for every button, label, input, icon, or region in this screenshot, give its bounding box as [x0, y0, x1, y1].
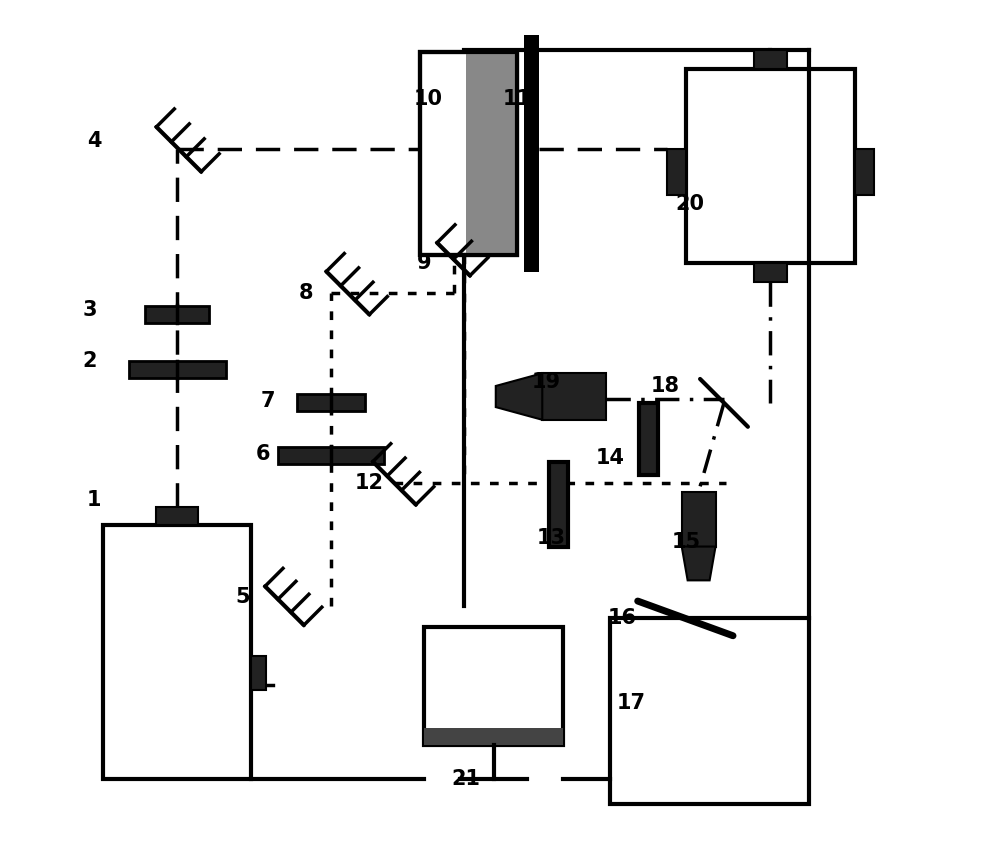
Bar — [524, 36, 539, 272]
Text: 8: 8 — [298, 283, 313, 303]
Bar — [639, 403, 658, 475]
Text: 18: 18 — [650, 376, 679, 396]
Text: 14: 14 — [595, 448, 624, 468]
Text: 16: 16 — [608, 608, 637, 628]
Text: 21: 21 — [452, 769, 481, 789]
Text: 10: 10 — [414, 88, 443, 109]
Text: 11: 11 — [502, 88, 531, 109]
Bar — [420, 52, 517, 255]
Bar — [145, 305, 209, 322]
Bar — [686, 69, 855, 264]
Bar — [754, 264, 787, 282]
Text: 4: 4 — [87, 131, 102, 151]
Text: 15: 15 — [671, 533, 701, 552]
Bar — [278, 447, 384, 464]
Bar — [549, 462, 568, 547]
Bar — [420, 52, 517, 255]
Bar — [682, 492, 716, 547]
Polygon shape — [496, 373, 542, 420]
Bar — [424, 728, 563, 745]
Text: 2: 2 — [83, 350, 97, 371]
Bar — [424, 627, 563, 745]
Text: 1: 1 — [87, 490, 102, 510]
Text: 3: 3 — [83, 300, 97, 320]
Text: 20: 20 — [676, 194, 705, 215]
Bar — [542, 373, 606, 420]
Text: 17: 17 — [617, 693, 646, 713]
Text: 5: 5 — [235, 588, 250, 607]
Text: 6: 6 — [256, 444, 271, 464]
Bar — [667, 149, 686, 195]
Text: 13: 13 — [536, 528, 565, 548]
Text: 7: 7 — [260, 391, 275, 411]
Bar — [156, 507, 198, 526]
Bar — [754, 50, 787, 69]
Bar — [466, 52, 517, 255]
Bar — [610, 618, 809, 805]
Bar — [297, 394, 365, 411]
Text: 9: 9 — [417, 254, 431, 273]
Polygon shape — [682, 547, 716, 580]
Text: 19: 19 — [532, 371, 561, 392]
Bar — [129, 361, 226, 378]
Text: 12: 12 — [354, 473, 383, 494]
Bar — [251, 656, 266, 690]
Bar — [855, 149, 874, 195]
Bar — [103, 526, 251, 779]
